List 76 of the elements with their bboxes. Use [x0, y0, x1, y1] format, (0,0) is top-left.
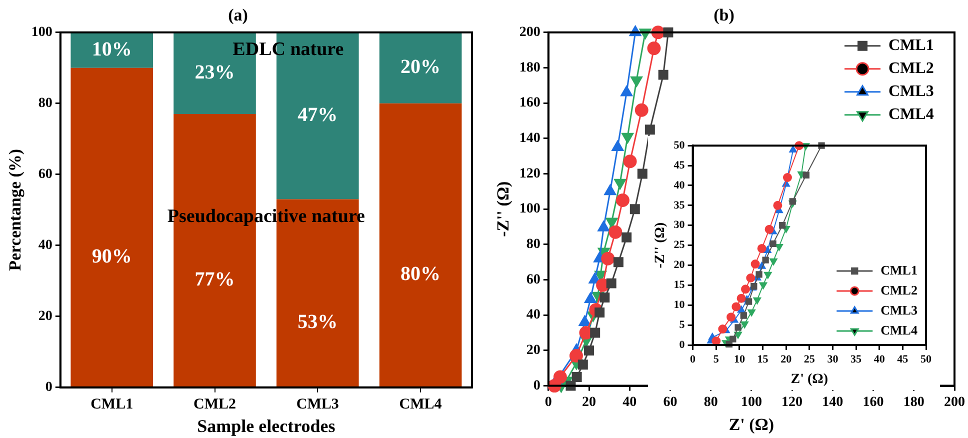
- x-tick-label: 40: [622, 394, 637, 410]
- data-label: 90%: [92, 245, 132, 268]
- x-tick-label: CML4: [399, 396, 442, 412]
- chart-title: (b): [714, 6, 734, 25]
- y-tick-label: 0: [533, 378, 540, 394]
- y-tick-label: 5: [679, 318, 686, 331]
- chart-title: (a): [228, 6, 248, 25]
- data-label: 10%: [92, 38, 132, 60]
- x-tick-label: 45: [897, 353, 909, 366]
- data-label: 53%: [298, 311, 338, 334]
- x-tick-label: 20: [780, 353, 792, 366]
- x-axis-title: Z' (Ω): [790, 372, 828, 388]
- legend-label: CML4: [880, 322, 918, 338]
- data-label: 47%: [298, 104, 338, 126]
- y-tick-label: 40: [674, 179, 686, 192]
- y-tick-label: 60: [526, 272, 540, 288]
- x-tick-label: 15: [757, 353, 769, 366]
- y-axis-title: -Z'' (Ω): [653, 222, 668, 268]
- x-tick-label: 200: [944, 394, 965, 410]
- legend-label: CML4: [888, 106, 934, 124]
- legend-label: CML3: [888, 83, 934, 100]
- legend-label: CML1: [880, 262, 918, 278]
- y-tick-label: 20: [674, 259, 686, 272]
- y-tick-label: 80: [526, 237, 540, 252]
- x-tick-label: 0: [544, 394, 552, 410]
- y-tick-label: 15: [674, 279, 686, 292]
- x-axis-title: Sample electrodes: [197, 416, 336, 436]
- y-tick-label: 40: [38, 238, 52, 254]
- y-tick-label: 120: [519, 166, 540, 182]
- legend-label: CML3: [880, 302, 918, 318]
- x-tick-label: 40: [874, 353, 886, 366]
- x-tick-label: CML3: [296, 396, 339, 412]
- x-tick-label: 0: [690, 353, 696, 366]
- x-tick-label: 180: [903, 394, 924, 410]
- y-tick-label: 180: [519, 60, 540, 76]
- x-tick-label: 20: [582, 394, 596, 410]
- y-tick-label: 160: [519, 96, 540, 111]
- y-tick-label: 20: [38, 309, 52, 324]
- x-tick-label: 35: [850, 353, 862, 366]
- x-tick-label: CML2: [194, 396, 236, 412]
- legend-label: CML2: [888, 60, 934, 78]
- y-tick-label: 40: [526, 308, 540, 323]
- x-tick-label: 140: [822, 394, 844, 410]
- y-tick-label: 60: [38, 167, 52, 182]
- y-tick-label: 30: [674, 219, 686, 232]
- x-tick-label: 5: [713, 353, 720, 366]
- y-tick-label: 35: [674, 199, 686, 212]
- y-axis-title: -Z'' (Ω): [494, 181, 513, 237]
- x-tick-label: 80: [704, 394, 718, 410]
- y-tick-label: 140: [519, 131, 540, 146]
- x-tick-label: 160: [862, 394, 884, 410]
- y-tick-label: 50: [674, 139, 686, 152]
- legend-label: CML1: [888, 37, 934, 54]
- y-tick-label: 0: [679, 338, 686, 351]
- data-label: 80%: [400, 263, 441, 286]
- x-tick-label: 100: [740, 394, 762, 410]
- data-label: 23%: [194, 61, 235, 84]
- x-axis-title: Z' (Ω): [728, 415, 774, 434]
- y-tick-label: 80: [38, 96, 52, 112]
- y-tick-label: 200: [519, 25, 540, 40]
- x-tick-label: 25: [804, 353, 816, 366]
- legend-label: CML2: [880, 282, 918, 298]
- x-tick-label: 30: [827, 353, 839, 366]
- y-tick-label: 100: [31, 25, 52, 40]
- y-tick-label: 0: [45, 380, 52, 396]
- x-tick-label: 10: [734, 353, 746, 366]
- x-tick-label: 50: [920, 353, 932, 366]
- y-axis-title: Percentange (%): [6, 148, 25, 271]
- data-label: 20%: [400, 56, 441, 78]
- x-tick-label: CML1: [90, 396, 134, 412]
- y-tick-label: 10: [674, 298, 686, 311]
- y-tick-label: 25: [674, 239, 686, 252]
- data-label: 77%: [194, 268, 235, 291]
- y-tick-label: 100: [519, 202, 540, 217]
- x-tick-label: 120: [782, 394, 803, 410]
- y-tick-label: 45: [674, 159, 686, 172]
